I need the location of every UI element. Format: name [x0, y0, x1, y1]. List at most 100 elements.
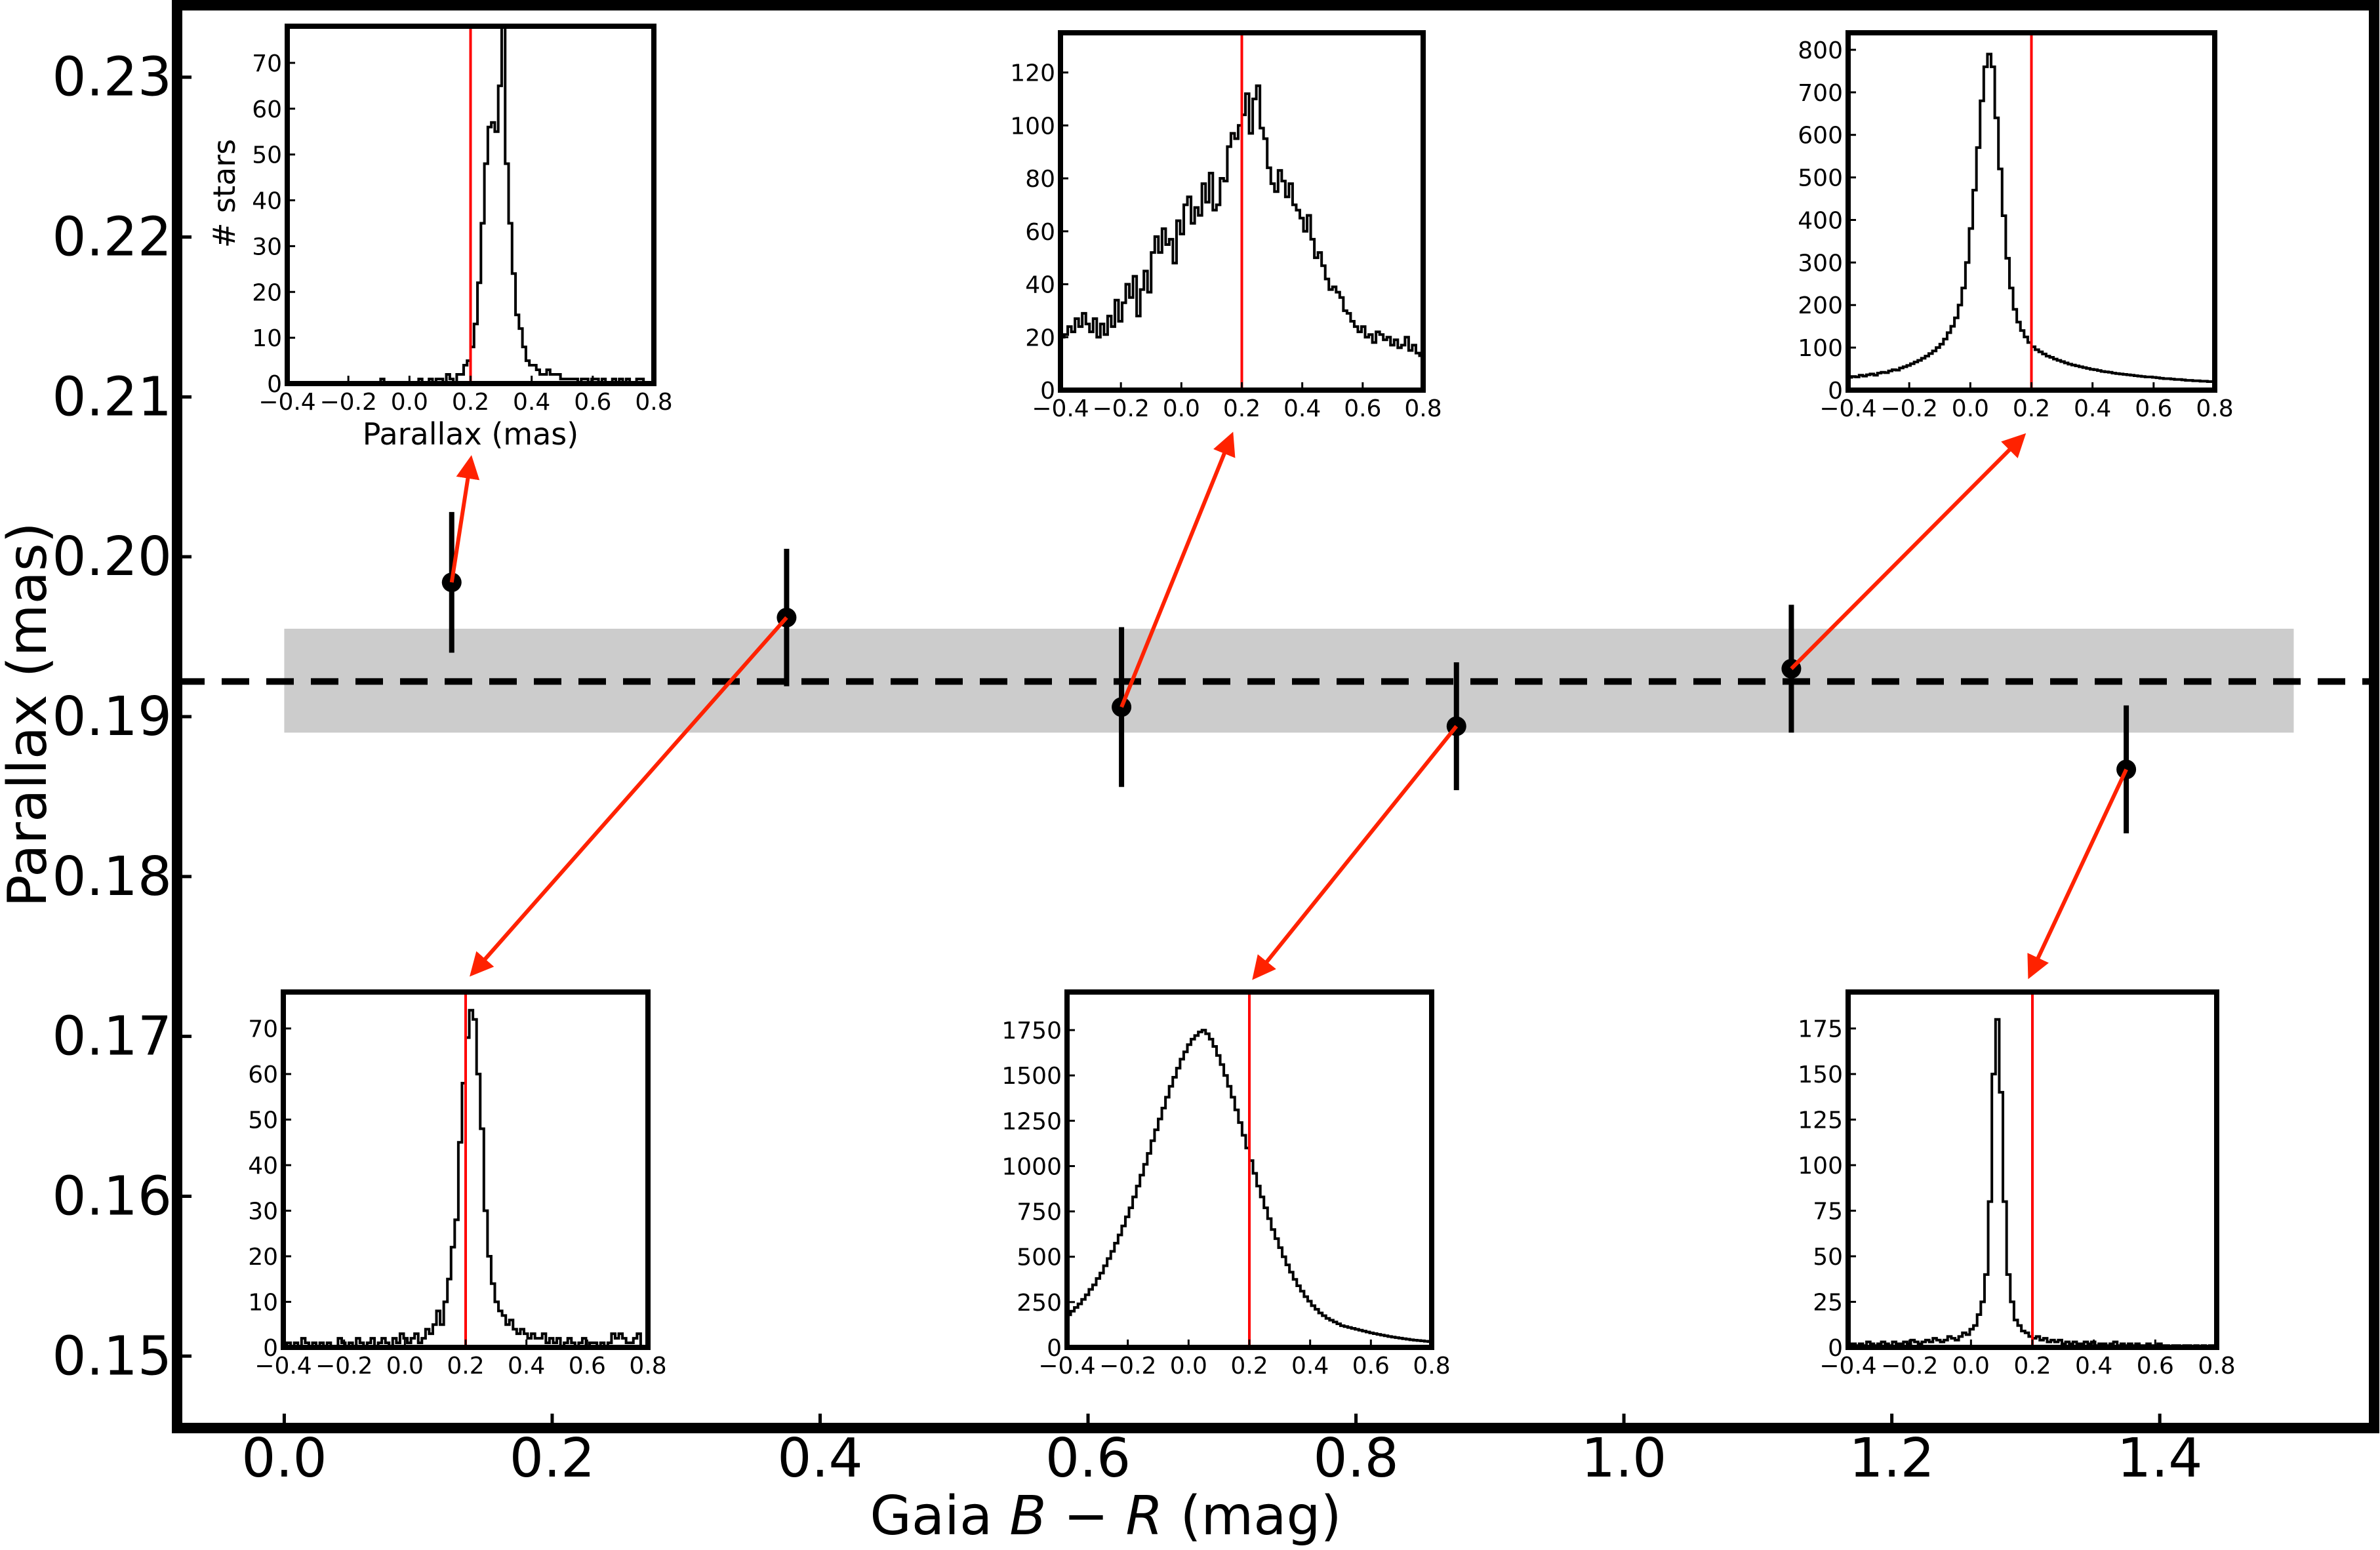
inset-y-tick-label: 600	[1798, 123, 1843, 149]
inset-y-tick-label: 70	[248, 1016, 278, 1043]
pointer-arrow	[449, 455, 480, 583]
inset-x-tick-label: 0.0	[386, 1353, 424, 1380]
y-tick-label: 0.23	[52, 47, 172, 109]
inset-y-tick-label: 40	[248, 1153, 278, 1180]
x-axis-label-prefix: Gaia	[870, 1485, 1009, 1547]
inset-x-tick-label: 0.0	[1163, 395, 1200, 422]
inset-x-tick-label: 0.2	[452, 389, 489, 416]
inset-x-tick-label: −0.2	[1092, 395, 1149, 422]
x-tick-label: 0.8	[1313, 1427, 1398, 1490]
inset-y-tick-label: 70	[252, 50, 282, 77]
inset-x-tick-label: −0.4	[1819, 395, 1876, 422]
inset-y-tick-label: 750	[1017, 1199, 1062, 1226]
x-tick-label: 0.0	[241, 1427, 327, 1490]
inset-x-tick-label: −0.2	[315, 1353, 373, 1380]
pointer-arrow	[1790, 433, 2027, 670]
histogram-outline	[283, 1008, 648, 1349]
inset-x-tick-label: 0.6	[569, 1353, 606, 1380]
inset-y-tick-label: 400	[1798, 207, 1843, 234]
x-axis-label-minus: −	[1047, 1485, 1126, 1547]
y-tick-label: 0.18	[52, 846, 172, 908]
inset-bin-6: −0.4 −0.2 0.0 0.2 0.4 0.6 0.8 0 25 50 75 100 125 150 1…	[1798, 989, 2236, 1380]
shaded-band	[284, 628, 2294, 733]
inset-x-tick-label: 0.2	[447, 1353, 484, 1380]
inset-x-tick-label: 0.0	[391, 389, 428, 416]
pointer-arrow	[470, 616, 788, 977]
x-tick-label: 1.4	[2117, 1427, 2202, 1490]
inset-y-tick-label: 30	[248, 1199, 278, 1225]
inset-x-tick-label: 0.6	[2135, 395, 2172, 422]
x-axis-label-b: B	[1009, 1485, 1046, 1547]
inset-bin-1: −0.4 −0.2 0.0 0.2 0.4 0.6 0.8 0 10 20 30 40 50 60 70 Pa…	[207, 24, 673, 452]
inset-x-tick-label: 0.2	[1223, 395, 1261, 422]
inset-x-tick-label: 0.8	[1404, 395, 1442, 422]
inset-bin-3: −0.4 −0.2 0.0 0.2 0.4 0.6 0.8 0 100 200 300 400 500 6…	[1798, 30, 2234, 422]
inset-bin-4: −0.4 −0.2 0.0 0.2 0.4 0.6 0.8 0 10 20 30 40 50 60 70	[248, 989, 667, 1380]
inset-x-tick-label: 0.6	[574, 389, 611, 416]
inset-y-tick-label: 1500	[1001, 1063, 1062, 1090]
x-axis-label-r: R	[1125, 1485, 1163, 1547]
inset-y-tick-label: 25	[1813, 1290, 1843, 1317]
inset-x-tick-label: 0.2	[2013, 395, 2050, 422]
pointer-arrow	[1252, 725, 1459, 980]
inset-x-tick-label: 0.6	[1352, 1353, 1390, 1380]
inset-y-tick-label: 100	[1798, 335, 1843, 362]
inset-x-tick-label: 0.2	[1230, 1353, 1268, 1380]
y-tick-label: 0.17	[52, 1006, 172, 1068]
inset-y-tick-label: 800	[1798, 37, 1843, 64]
inset-x-tick-label: 0.8	[629, 1353, 666, 1380]
x-tick-label: 1.0	[1581, 1427, 1666, 1490]
inset-y-tick-label: 0	[263, 1335, 278, 1362]
inset-y-tick-label: 50	[1813, 1244, 1843, 1271]
inset-x-tick-label: 0.0	[1952, 395, 1989, 422]
inset-y-tick-label: 20	[248, 1244, 278, 1271]
inset-y-tick-label: 700	[1798, 80, 1843, 107]
inset-y-tick-label: 175	[1798, 1016, 1843, 1043]
inset-y-tick-label: 1750	[1001, 1018, 1062, 1044]
x-axis-label-unit: (mag)	[1163, 1485, 1341, 1547]
inset-x-tick-label: 0.8	[635, 389, 672, 416]
inset-y-tick-label: 0	[1828, 1335, 1843, 1362]
inset-x-tick-label: 0.8	[2196, 395, 2233, 422]
histogram-outline	[1847, 52, 2215, 390]
inset-y-tick-label: 250	[1017, 1290, 1062, 1317]
inset-y-tick-label: 10	[248, 1290, 278, 1317]
inset-y-tick-label: 100	[1010, 113, 1055, 140]
inset-y-tick-label: 20	[1025, 325, 1055, 351]
inset-bin-5: −0.4 −0.2 0.0 0.2 0.4 0.6 0.8 0 250 500 750 1000 125…	[1001, 989, 1451, 1380]
x-tick-label: 0.4	[777, 1427, 862, 1490]
inset-y-tick-label: 1000	[1001, 1153, 1062, 1180]
y-axis-label: Parallax (mas)	[0, 522, 59, 907]
inset-y-tick-label: 10	[252, 325, 282, 352]
inset-bin-2: −0.4 −0.2 0.0 0.2 0.4 0.6 0.8 0 20 40 60 80 100 120	[1010, 30, 1442, 422]
inset-y-tick-label: 100	[1798, 1153, 1843, 1180]
y-tick-label: 0.19	[52, 686, 172, 748]
inset-y-tick-label: 300	[1798, 250, 1843, 277]
inset-x-tick-label: 0.4	[513, 389, 550, 416]
x-tick-label: 0.6	[1045, 1427, 1131, 1490]
inset-y-tick-label: 60	[248, 1062, 278, 1088]
inset-y-tick-label: 0	[1040, 378, 1055, 405]
inset-y-tick-label: 40	[1025, 272, 1055, 299]
y-tick-label: 0.15	[52, 1325, 172, 1387]
inset-y-tick-label: 125	[1798, 1107, 1843, 1134]
inset-y-tick-label: 50	[252, 142, 282, 169]
inset-y-tick-label: 0	[1828, 378, 1843, 405]
inset-x-tick-label: 0.6	[1344, 395, 1381, 422]
inset-y-tick-label: 75	[1813, 1199, 1843, 1225]
inset-y-tick-label: 80	[1025, 166, 1055, 193]
inset-y-tick-label: 150	[1798, 1062, 1843, 1088]
inset-x-tick-label: 0.4	[1283, 395, 1321, 422]
inset-y-label: # stars	[207, 139, 242, 248]
inset-x-tick-label: −0.4	[1819, 1353, 1876, 1380]
inset-x-tick-label: 0.6	[2137, 1353, 2174, 1380]
inset-x-tick-label: 0.0	[1170, 1353, 1207, 1380]
inset-y-tick-label: 1250	[1001, 1108, 1062, 1135]
inset-x-tick-label: 0.4	[508, 1353, 545, 1380]
inset-x-label: Parallax (mas)	[363, 416, 578, 452]
inset-x-tick-label: 0.0	[1952, 1353, 1990, 1380]
inset-y-tick-label: 200	[1798, 292, 1843, 319]
inset-y-tick-label: 0	[267, 371, 282, 398]
inset-x-tick-label: −0.2	[1880, 395, 1937, 422]
